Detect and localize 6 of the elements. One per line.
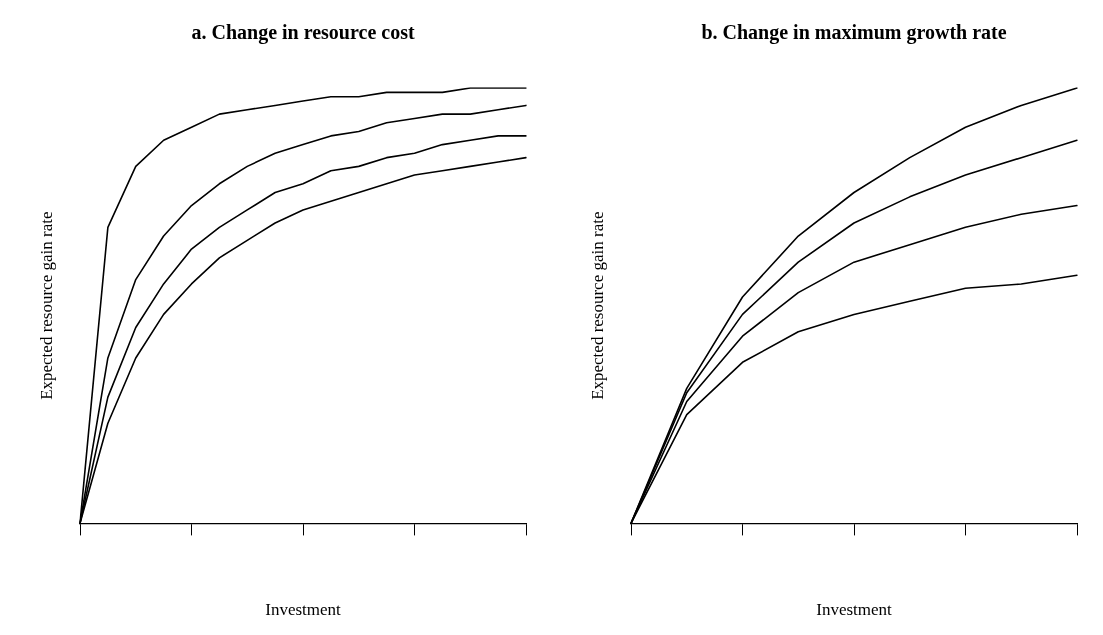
x-axis-title: Investment [265, 600, 342, 620]
chart-title: a. Change in resource cost [191, 21, 415, 45]
chart-title: b. Change in maximum growth rate [701, 21, 1007, 45]
y-axis-title: Expected resource gain rate [588, 211, 608, 400]
y-axis-title: Expected resource gain rate [37, 211, 57, 400]
x-axis-title: Investment [816, 600, 893, 620]
